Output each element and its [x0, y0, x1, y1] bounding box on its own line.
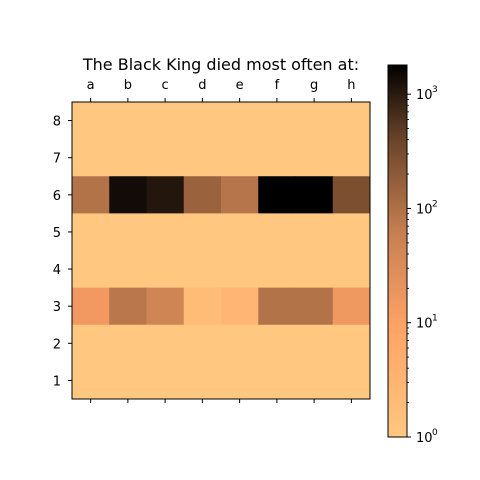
heatmap-cell: [109, 213, 147, 251]
y-tick-label: 6: [53, 189, 61, 204]
heatmap-cell: [221, 250, 259, 289]
x-tick-label: d: [198, 78, 206, 93]
heatmap-cell: [221, 361, 259, 400]
heatmap-cell: [146, 176, 185, 214]
colorbar-tick-label: 10: [416, 317, 433, 332]
heatmap-cell: [221, 213, 259, 251]
heatmap-cell: [332, 102, 371, 140]
heatmap-cell: [332, 250, 371, 289]
heatmap-cell: [183, 139, 222, 177]
heatmap-cell: [295, 287, 334, 326]
heatmap-cell: [258, 176, 296, 214]
heatmap-cell: [146, 139, 185, 177]
heatmap-cell: [332, 139, 371, 177]
colorbar-tick-label: 10: [416, 88, 433, 103]
heatmap-cell: [332, 176, 371, 214]
y-tick-label: 4: [53, 263, 61, 278]
heatmap-cell: [109, 250, 147, 289]
heatmap-cell: [72, 176, 110, 214]
x-ticks-bottom: [90, 399, 352, 403]
heatmap-cell: [146, 324, 185, 363]
y-tick-label: 3: [53, 300, 61, 315]
heatmap-cell: [146, 213, 185, 251]
colorbar-tick-label: 10: [416, 431, 433, 446]
heatmap-cell: [183, 102, 222, 140]
heatmap-cell: [295, 213, 334, 251]
heatmap-cell: [109, 176, 147, 214]
colorbar-tick-exponent: 3: [432, 85, 438, 95]
heatmap-cell: [72, 287, 110, 326]
heatmap-cell: [72, 213, 110, 251]
heatmap-cell: [183, 324, 222, 363]
x-tick-label: g: [310, 78, 318, 93]
heatmap-cell: [258, 324, 296, 363]
heatmap-cell: [295, 361, 334, 400]
x-tick-label: f: [275, 78, 280, 93]
colorbar-tick-exponent: 2: [432, 199, 438, 209]
x-tick-label: h: [347, 78, 355, 93]
heatmap-cell: [258, 213, 296, 251]
chart-title: The Black King died most often at:: [82, 55, 359, 74]
heatmap-cell: [258, 139, 296, 177]
heatmap-cell: [109, 361, 147, 400]
colorbar-tick-exponent: 0: [432, 428, 438, 438]
colorbar-tick-exponent: 1: [432, 314, 438, 324]
y-tick-label: 8: [53, 115, 61, 130]
heatmap-cell: [332, 324, 371, 363]
plot-frame: [71, 101, 371, 400]
heatmap-cell: [295, 102, 334, 140]
x-tick-label: b: [124, 78, 132, 93]
y-tick-label: 5: [53, 226, 61, 241]
heatmap-cell: [332, 213, 371, 251]
y-tick-label: 2: [53, 337, 61, 352]
heatmap-cell: [295, 176, 334, 214]
colorbar-tick-label: 10: [416, 202, 433, 217]
heatmap-cell: [183, 176, 222, 214]
heatmap-cell: [258, 287, 296, 326]
x-tick-label: c: [162, 78, 169, 93]
heatmap-cell: [183, 213, 222, 251]
heatmap-cell: [72, 324, 110, 363]
heatmap-cell: [258, 102, 296, 140]
y-tick-label: 7: [53, 152, 61, 167]
heatmap-cell: [332, 361, 371, 400]
heatmap-cell: [183, 250, 222, 289]
heatmap-cell: [295, 250, 334, 289]
heatmap-cell: [221, 176, 259, 214]
heatmap-cell: [72, 361, 110, 400]
x-tick-label: e: [236, 78, 244, 93]
heatmap-cell: [332, 287, 371, 326]
heatmap-cell: [109, 102, 147, 140]
heatmap-cell: [183, 361, 222, 400]
heatmap-cell: [221, 139, 259, 177]
heatmap-cell: [72, 102, 110, 140]
heatmap-cells: [72, 102, 371, 400]
heatmap-cell: [258, 250, 296, 289]
heatmap-cell: [146, 250, 185, 289]
x-tick-label: a: [87, 78, 95, 93]
y-tick-label: 1: [53, 374, 61, 389]
heatmap-cell: [146, 287, 185, 326]
heatmap-cell: [72, 139, 110, 177]
x-ticks-top: a b c d e f g h: [87, 78, 356, 102]
heatmap-cell: [221, 287, 259, 326]
y-ticks: 8 7 6 5 4 3 2 1: [53, 115, 72, 389]
heatmap-cell: [146, 361, 185, 400]
heatmap-cell: [109, 287, 147, 326]
heatmap-cell: [72, 250, 110, 289]
heatmap-cell: [221, 324, 259, 363]
heatmap-cell: [258, 361, 296, 400]
heatmap-cell: [109, 324, 147, 363]
heatmap-cell: [183, 287, 222, 326]
heatmap-cell: [109, 139, 147, 177]
heatmap-cell: [221, 102, 259, 140]
heatmap-cell: [146, 102, 185, 140]
colorbar: [387, 64, 408, 438]
heatmap-cell: [295, 324, 334, 363]
heatmap-cell: [295, 139, 334, 177]
